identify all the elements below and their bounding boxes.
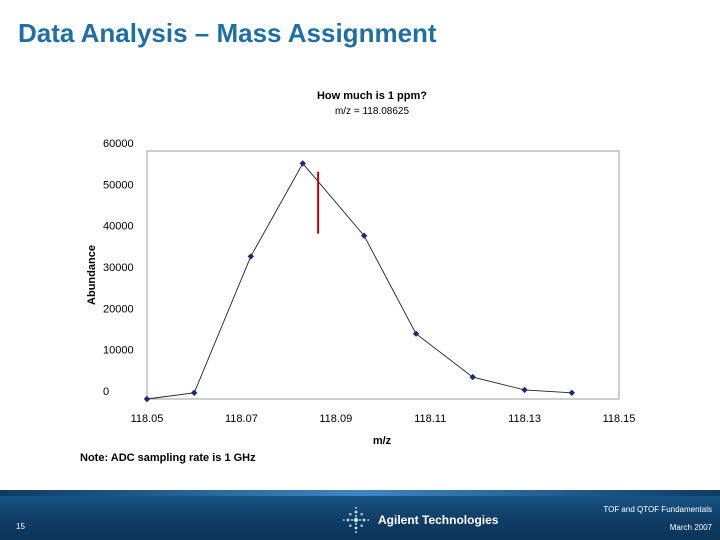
series-layer <box>143 160 575 403</box>
series-line <box>146 162 572 400</box>
chart: How much is 1 ppm? m/z = 118.08625 0 1000… <box>86 90 636 447</box>
y-tick-label: 50000 <box>103 179 134 191</box>
x-tick-label: 118.15 <box>603 413 636 425</box>
logo-text: Agilent Technologies <box>378 513 499 527</box>
y-tick-label: 0 <box>103 386 109 398</box>
x-tick-label: 118.13 <box>508 413 541 425</box>
x-tick-label: 118.07 <box>225 413 258 425</box>
x-axis-ticks: 118.05 118.07 118.09 118.11 118.13 118.15 <box>131 413 636 425</box>
data-point <box>247 253 255 260</box>
y-tick-label: 20000 <box>103 303 134 315</box>
data-point <box>360 232 368 239</box>
data-point <box>568 389 575 396</box>
footer: 15 Agilent Techn <box>0 490 720 540</box>
data-point <box>191 389 198 396</box>
spark-logo-icon <box>342 506 370 534</box>
course-name: TOF and QTOF Fundamentals <box>603 505 712 514</box>
plot-area <box>146 150 620 400</box>
y-axis-label: Abundance <box>86 245 98 305</box>
data-point <box>299 160 306 167</box>
sampling-note: Note: ADC sampling rate is 1 GHz <box>80 452 256 464</box>
data-point <box>521 386 528 394</box>
data-point <box>469 373 476 381</box>
y-tick-label: 30000 <box>103 262 134 274</box>
data-point <box>143 395 151 403</box>
y-axis-ticks: 0 10000 20000 30000 40000 50000 60000 <box>103 138 134 398</box>
slide-title: Data Analysis – Mass Assignment <box>18 18 437 48</box>
chart-title: How much is 1 ppm? <box>317 90 427 102</box>
date: March 2007 <box>669 523 712 532</box>
x-axis-label: m/z <box>373 435 392 447</box>
chart-subtitle: m/z = 118.08625 <box>335 106 409 117</box>
data-point <box>412 330 420 337</box>
x-tick-label: 118.05 <box>131 413 164 425</box>
y-tick-label: 60000 <box>103 138 134 150</box>
x-tick-label: 118.11 <box>414 413 446 425</box>
y-tick-label: 10000 <box>103 345 134 357</box>
x-tick-label: 118.09 <box>319 413 352 425</box>
footer-accent-bar <box>0 490 720 496</box>
company-logo: Agilent Technologies <box>342 506 498 534</box>
y-tick-label: 40000 <box>103 221 134 233</box>
page-number: 15 <box>16 522 25 531</box>
